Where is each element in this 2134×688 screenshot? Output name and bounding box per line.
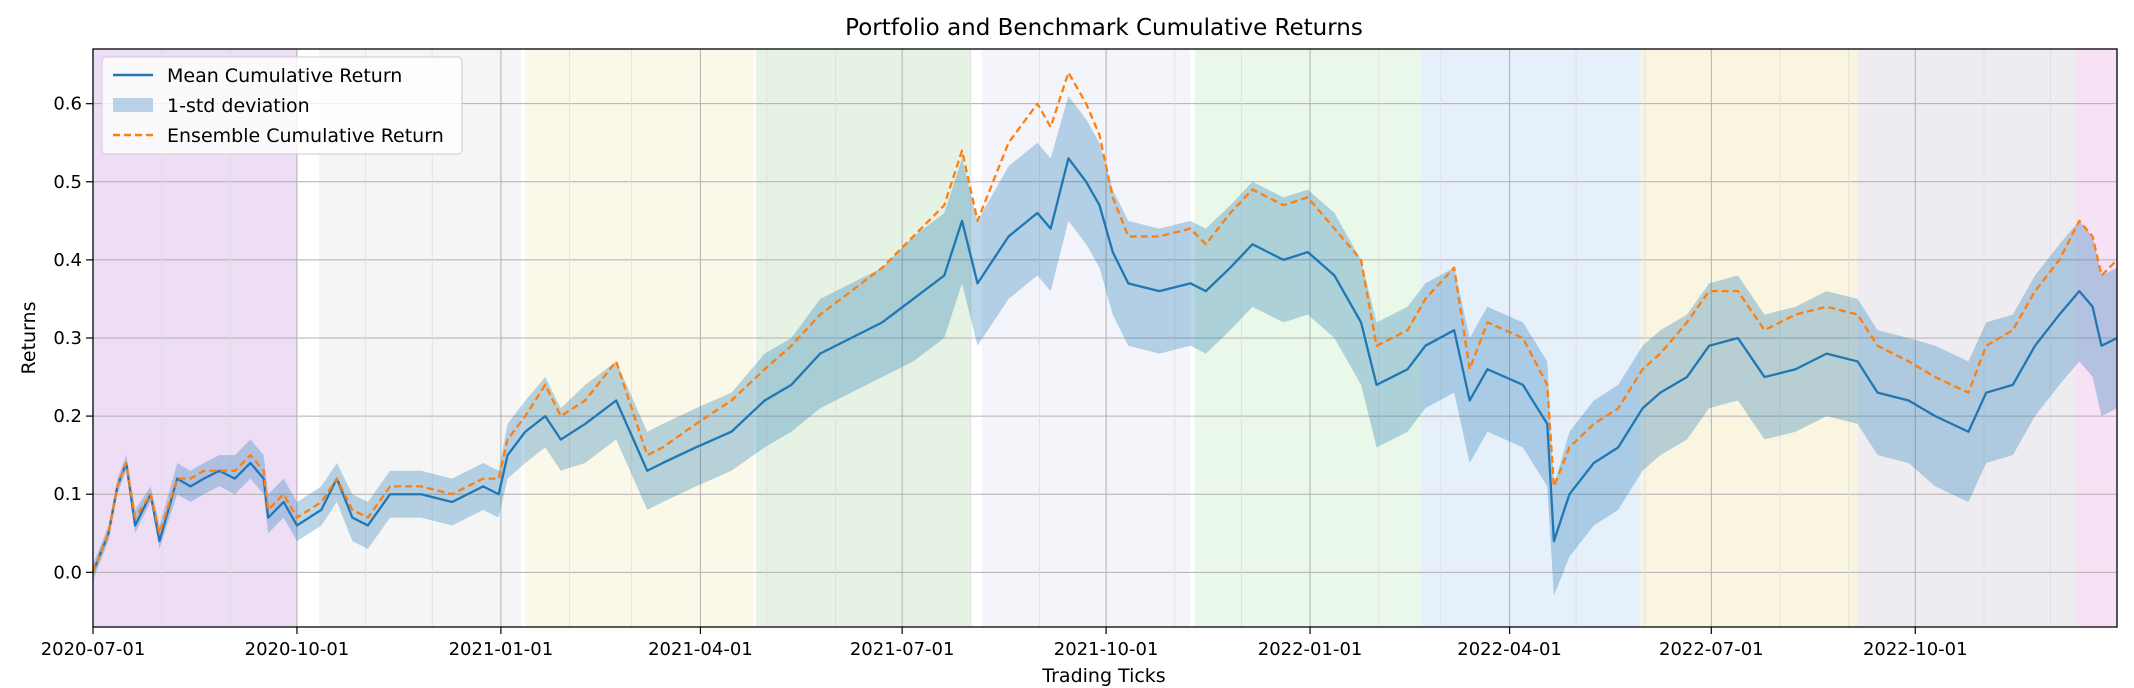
x-tick-label: 2021-04-01 bbox=[648, 639, 753, 660]
x-tick-label: 2020-07-01 bbox=[41, 639, 146, 660]
y-axis-ticks: 0.0 0.1 0.2 0.3 0.4 0.5 0.6 bbox=[53, 94, 93, 583]
std-band-area bbox=[93, 95, 2117, 596]
y-axis-label: Returns bbox=[18, 302, 40, 375]
mean-return-line bbox=[91, 157, 2118, 573]
x-tick-label: 2022-01-01 bbox=[1258, 639, 1363, 660]
y-tick-label: 0.2 bbox=[53, 406, 82, 427]
y-tick-label: 0.5 bbox=[53, 172, 82, 193]
legend-box bbox=[101, 56, 463, 155]
legend-label-ensemble: Ensemble Cumulative Return bbox=[167, 125, 444, 147]
legend-label-std: 1-std deviation bbox=[167, 95, 310, 117]
chart-title: Portfolio and Benchmark Cumulative Retur… bbox=[845, 15, 1363, 41]
legend: Mean Cumulative Return 1-std deviation E… bbox=[101, 56, 463, 155]
ensemble-return-line bbox=[91, 71, 2118, 573]
x-tick-label: 2022-10-01 bbox=[1863, 639, 1968, 660]
y-tick-label: 0.1 bbox=[53, 484, 82, 505]
y-tick-label: 0.3 bbox=[53, 328, 82, 349]
x-tick-label: 2020-10-01 bbox=[245, 639, 350, 660]
legend-swatch-std bbox=[113, 98, 153, 112]
y-tick-label: 0.4 bbox=[53, 250, 82, 271]
x-tick-label: 2021-01-01 bbox=[449, 639, 554, 660]
legend-label-mean: Mean Cumulative Return bbox=[167, 65, 402, 87]
y-tick-label: 0.6 bbox=[53, 94, 82, 115]
std-deviation-band bbox=[93, 95, 2117, 596]
y-tick-label: 0.0 bbox=[53, 562, 82, 583]
x-tick-label: 2022-07-01 bbox=[1659, 639, 1764, 660]
x-axis-label: Trading Ticks bbox=[1041, 665, 1165, 687]
x-axis-ticks: 2020-07-01 2020-10-01 2021-01-01 2021-04-01… bbox=[41, 627, 1968, 660]
x-tick-label: 2021-10-01 bbox=[1054, 639, 1159, 660]
series-lines bbox=[91, 71, 2118, 573]
x-tick-label: 2021-07-01 bbox=[850, 639, 955, 660]
x-tick-label: 2022-04-01 bbox=[1457, 639, 1562, 660]
